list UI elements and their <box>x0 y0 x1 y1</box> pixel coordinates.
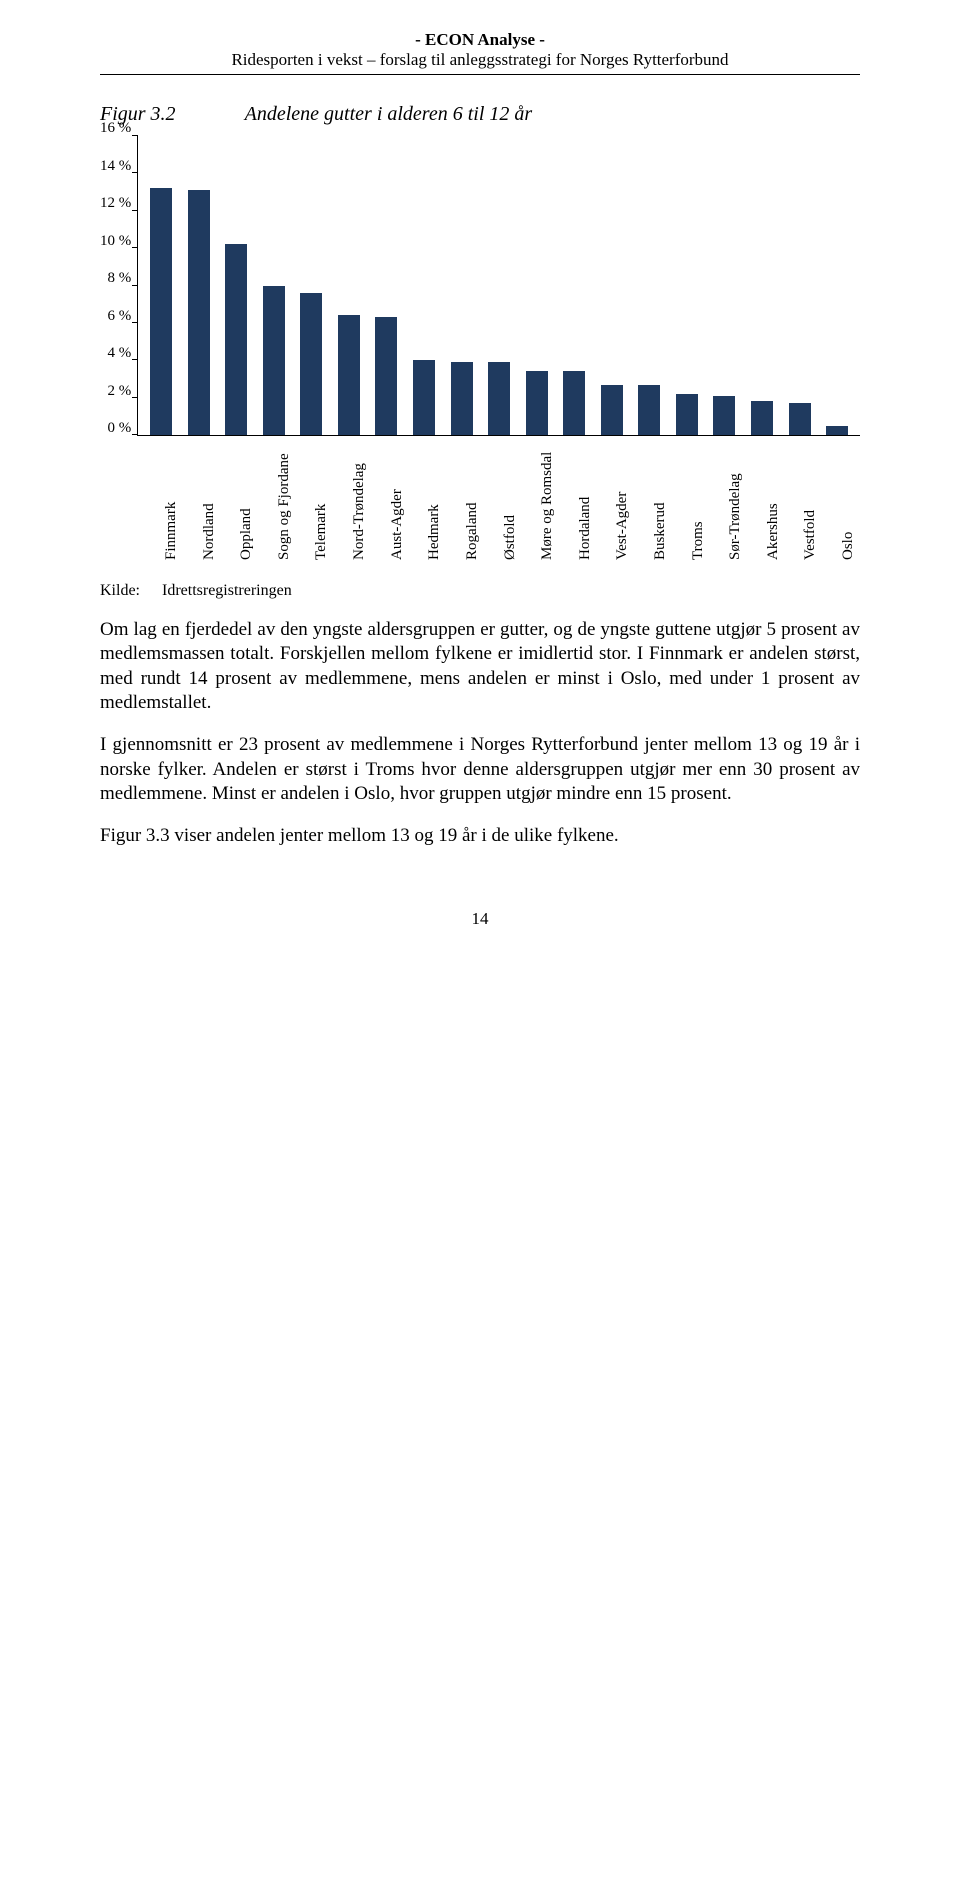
bar <box>526 371 548 435</box>
x-axis-label: Buskerud <box>638 442 660 459</box>
bar <box>488 362 510 435</box>
bar <box>225 244 247 435</box>
bar <box>150 188 172 435</box>
x-axis-label: Nord-Trøndelag <box>337 442 359 459</box>
bar <box>751 401 773 435</box>
source-label: Kilde: <box>100 582 158 600</box>
x-axis-label: Telemark <box>299 442 321 459</box>
bar <box>826 426 848 435</box>
x-axis-label: Nordland <box>187 442 209 459</box>
x-axis-labels: Finnmark Nordland Oppland Sogn og Fjordane T… <box>137 436 860 459</box>
bar <box>300 293 322 435</box>
bar <box>338 315 360 435</box>
y-tick-mark <box>132 359 138 360</box>
bar <box>676 394 698 435</box>
x-axis-label: Vest-Agder <box>600 442 622 459</box>
header-rule <box>100 74 860 75</box>
x-axis-label: Hordaland <box>563 442 585 459</box>
x-axis-label: Oslo <box>826 442 848 459</box>
body-paragraph-1: Om lag en fjerdedel av den yngste alders… <box>100 618 860 715</box>
bar <box>451 362 473 435</box>
x-axis-label: Østfold <box>488 442 510 459</box>
bar <box>413 360 435 435</box>
bar <box>375 317 397 435</box>
x-axis-label: Sør-Trøndelag <box>713 442 735 459</box>
y-tick-mark <box>132 247 138 248</box>
x-axis-label: Oppland <box>224 442 246 459</box>
y-tick-mark <box>132 397 138 398</box>
x-axis-label: Møre og Romsdal <box>525 442 547 459</box>
y-tick-mark <box>132 172 138 173</box>
figure-heading: Figur 3.2 Andelene gutter i alderen 6 ti… <box>100 103 860 126</box>
bar <box>713 396 735 435</box>
bar <box>789 403 811 435</box>
y-tick-mark <box>132 285 138 286</box>
body-paragraph-2: I gjennomsnitt er 23 prosent av medlemme… <box>100 733 860 806</box>
x-axis-label: Rogaland <box>450 442 472 459</box>
header-line-1: - ECON Analyse - <box>100 30 860 50</box>
y-tick-mark <box>132 322 138 323</box>
x-axis-label: Hedmark <box>412 442 434 459</box>
x-axis-label: Akershus <box>751 442 773 459</box>
header-line-2: Ridesporten i vekst – forslag til anlegg… <box>100 50 860 70</box>
x-axis-label: Sogn og Fjordane <box>262 442 284 459</box>
x-axis-label: Troms <box>676 442 698 459</box>
bar <box>601 385 623 435</box>
y-tick-mark <box>132 210 138 211</box>
y-tick-mark <box>132 434 138 435</box>
x-axis-label: Vestfold <box>788 442 810 459</box>
figure-title: Andelene gutter i alderen 6 til 12 år <box>245 103 533 125</box>
source-text: Idrettsregistreringen <box>162 582 292 599</box>
bar-chart: 16 %14 %12 %10 %8 %6 %4 %2 %0 % Finnmark… <box>100 136 860 576</box>
page-header: - ECON Analyse - Ridesporten i vekst – f… <box>100 30 860 70</box>
y-tick-mark <box>132 135 138 136</box>
x-axis-label: Aust-Agder <box>375 442 397 459</box>
bar <box>563 371 585 435</box>
source-line: Kilde: Idrettsregistreringen <box>100 582 860 600</box>
bar <box>188 190 210 435</box>
page-number: 14 <box>100 909 860 929</box>
bar <box>263 286 285 436</box>
body-paragraph-3: Figur 3.3 viser andelen jenter mellom 13… <box>100 824 860 848</box>
x-axis-label: Finnmark <box>149 442 171 459</box>
plot-area <box>137 136 860 436</box>
bar <box>638 385 660 435</box>
